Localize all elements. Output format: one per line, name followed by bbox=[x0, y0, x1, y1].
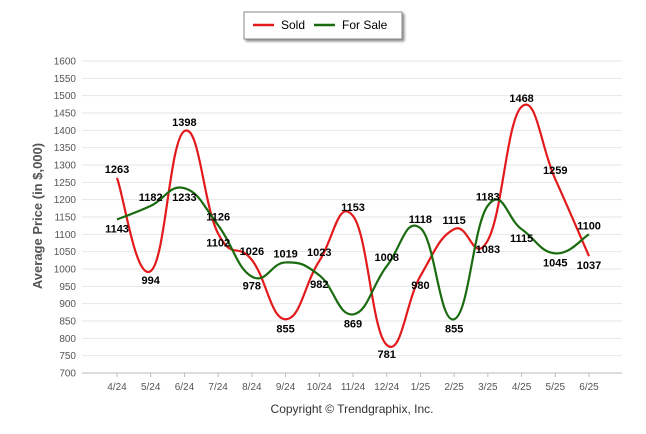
data-label-sold: 1468 bbox=[509, 93, 533, 105]
data-label-layer: 1263 994 1398 1102 1026 855 1023 1153 781 980 1115… bbox=[105, 93, 601, 361]
legend-label-sold: Sold bbox=[281, 18, 305, 32]
y-tick-label: 700 bbox=[59, 369, 76, 380]
data-label-sold: 1083 bbox=[476, 244, 500, 256]
x-tick-label: 6/25 bbox=[579, 382, 599, 393]
data-label-for-sale: 869 bbox=[344, 318, 362, 330]
data-label-sold: 1023 bbox=[307, 247, 331, 259]
y-tick-label: 1500 bbox=[54, 91, 77, 102]
y-tick-label: 800 bbox=[59, 334, 76, 345]
copyright-credit: Copyright © Trendgraphix, Inc. bbox=[271, 402, 434, 416]
y-tick-label: 1450 bbox=[54, 109, 77, 120]
data-label-sold: 781 bbox=[378, 349, 396, 361]
y-tick-label: 750 bbox=[59, 351, 76, 362]
y-tick-label: 1150 bbox=[54, 213, 76, 224]
y-tick-label: 1250 bbox=[54, 178, 77, 189]
x-tick-label: 5/25 bbox=[546, 382, 566, 393]
data-label-for-sale: 1143 bbox=[105, 223, 129, 235]
data-label-sold: 1398 bbox=[172, 117, 196, 129]
y-tick-label: 1000 bbox=[54, 265, 77, 276]
y-tick-label: 1200 bbox=[54, 195, 77, 206]
x-tick-label: 8/24 bbox=[242, 382, 262, 393]
data-label-for-sale: 1118 bbox=[409, 214, 432, 226]
y-tick-label: 850 bbox=[59, 317, 76, 328]
x-tick-label: 9/24 bbox=[276, 382, 296, 393]
data-label-for-sale: 1100 bbox=[577, 220, 601, 232]
data-label-sold: 980 bbox=[411, 280, 429, 292]
y-tick-label: 1550 bbox=[54, 74, 77, 85]
series-line-sold bbox=[115, 103, 591, 348]
x-tick-label: 6/24 bbox=[175, 382, 195, 393]
data-label-for-sale: 1045 bbox=[543, 257, 567, 269]
x-tick-label: 4/24 bbox=[107, 382, 127, 393]
x-tick-label: 11/24 bbox=[341, 382, 366, 393]
y-tick-label: 1100 bbox=[54, 230, 76, 241]
data-label-for-sale: 1182 bbox=[139, 192, 163, 204]
x-tick-label: 7/24 bbox=[208, 382, 228, 393]
series-line-for-sale bbox=[116, 186, 590, 321]
data-label-for-sale: 978 bbox=[243, 281, 261, 293]
x-tick-label: 5/24 bbox=[141, 382, 161, 393]
data-label-for-sale: 1008 bbox=[374, 252, 398, 264]
x-tick-label: 10/24 bbox=[307, 382, 332, 393]
data-label-for-sale: 1233 bbox=[172, 192, 196, 204]
data-label-sold: 1263 bbox=[105, 164, 129, 176]
axis-layer: 700 750 800 850 900 950 1000 1050 1100 1150 1200 12… bbox=[54, 57, 622, 393]
legend: Sold For Sale bbox=[243, 11, 403, 40]
series-layer bbox=[115, 103, 591, 348]
x-tick-label: 3/25 bbox=[478, 382, 498, 393]
y-tick-label: 1600 bbox=[54, 57, 77, 68]
data-label-for-sale: 1126 bbox=[206, 211, 230, 223]
data-label-for-sale: 982 bbox=[310, 279, 328, 291]
data-label-sold: 1037 bbox=[577, 260, 601, 272]
data-label-for-sale: 855 bbox=[445, 323, 463, 335]
y-tick-label: 1050 bbox=[54, 247, 77, 258]
y-tick-label: 1350 bbox=[54, 143, 77, 154]
y-tick-label: 1400 bbox=[54, 126, 77, 137]
data-label-sold: 1102 bbox=[206, 238, 230, 250]
data-label-sold: 1026 bbox=[240, 246, 264, 258]
y-tick-label: 900 bbox=[59, 299, 76, 310]
grid-layer bbox=[82, 60, 622, 374]
data-label-for-sale: 1183 bbox=[476, 192, 500, 204]
data-label-sold: 994 bbox=[142, 275, 161, 287]
y-tick-label: 950 bbox=[59, 282, 76, 293]
x-tick-label: 1/25 bbox=[411, 382, 431, 393]
data-label-for-sale: 1115 bbox=[510, 233, 533, 245]
y-tick-label: 1300 bbox=[54, 161, 77, 172]
data-label-sold: 1115 bbox=[443, 215, 466, 227]
data-label-for-sale: 1019 bbox=[273, 248, 297, 260]
y-axis-title: Average Price (in $,000) bbox=[30, 143, 45, 289]
x-tick-label: 2/25 bbox=[444, 382, 464, 393]
data-label-sold: 855 bbox=[276, 323, 294, 335]
x-tick-label: 4/25 bbox=[512, 382, 532, 393]
data-label-sold: 1259 bbox=[543, 165, 567, 177]
legend-label-for-sale: For Sale bbox=[342, 18, 388, 32]
data-label-sold: 1153 bbox=[341, 202, 365, 214]
x-tick-label: 12/24 bbox=[374, 382, 399, 393]
